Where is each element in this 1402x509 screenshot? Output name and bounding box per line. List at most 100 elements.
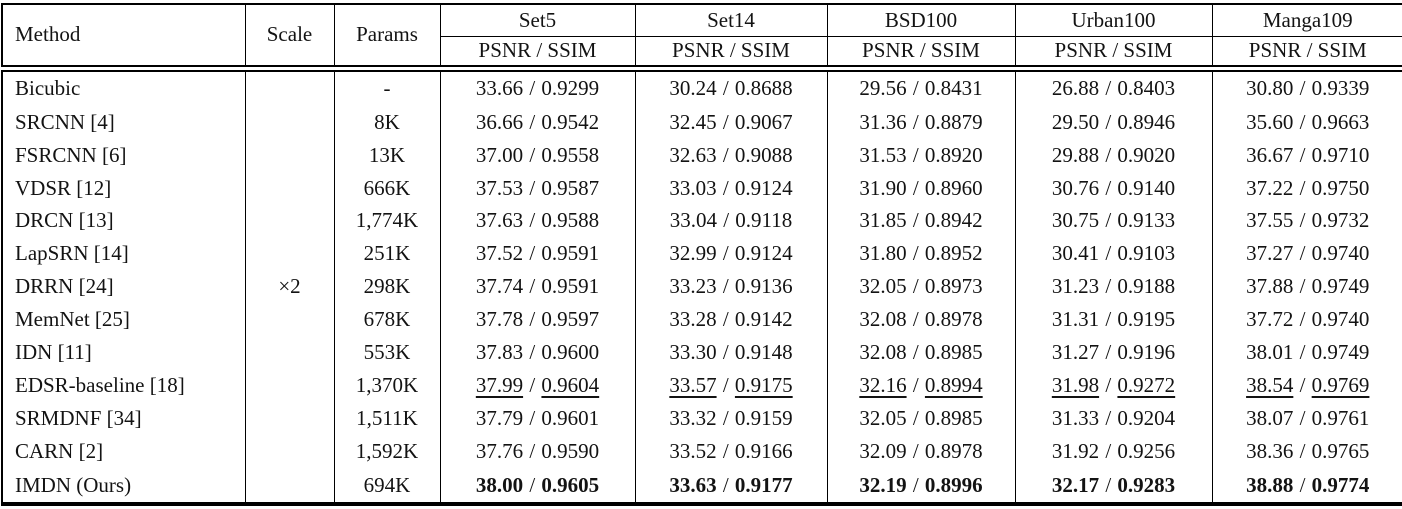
value-separator: / (1100, 340, 1117, 365)
value-separator: / (907, 142, 924, 167)
psnr-value: 32.99 (669, 241, 717, 266)
psnr-value: 37.53 (475, 175, 524, 200)
ssim-value: 0.9749 (1311, 340, 1370, 365)
psnr-ssim-cell-bsd100: 31.90 / 0.8960 (826, 171, 1016, 205)
method-cell: CARN [2] (1, 435, 246, 469)
psnr-value: 31.85 (859, 208, 907, 233)
value-separator: / (907, 241, 924, 266)
psnr-ssim-cell-set5: 33.66 / 0.9299 (439, 68, 636, 106)
params-cell: 1,774K (333, 204, 441, 238)
ssim-value: 0.8985 (924, 340, 983, 365)
value-separator: / (1100, 175, 1117, 200)
psnr-ssim-cell-urban100: 31.98 / 0.9272 (1014, 369, 1213, 403)
ssim-value: 0.9166 (734, 439, 793, 464)
value-separator: / (1294, 109, 1311, 134)
psnr-ssim-cell-set5: 37.63 / 0.9588 (439, 204, 636, 238)
value-separator: / (1100, 76, 1117, 101)
ssim-value: 0.9600 (541, 340, 600, 365)
params-cell: 666K (333, 171, 441, 205)
ssim-value: 0.9590 (541, 439, 600, 464)
ssim-value: 0.9124 (734, 175, 793, 200)
value-separator: / (907, 307, 924, 332)
params-cell: 694K (333, 468, 441, 504)
value-separator: / (717, 340, 734, 365)
ssim-value: 0.8973 (924, 274, 983, 299)
value-separator: / (524, 307, 541, 332)
psnr-value: 33.63 (669, 472, 717, 497)
ssim-value: 0.8996 (924, 472, 983, 497)
column-header-bsd100: BSD100 (826, 4, 1016, 37)
psnr-ssim-cell-set5: 37.76 / 0.9590 (439, 435, 636, 469)
psnr-ssim-cell-set14: 30.24 / 0.8688 (634, 68, 828, 106)
psnr-ssim-cell-manga109: 30.80 / 0.9339 (1211, 68, 1402, 106)
psnr-value: 32.19 (859, 472, 907, 497)
value-separator: / (717, 76, 734, 101)
psnr-value: 37.79 (475, 406, 524, 431)
ssim-value: 0.9765 (1311, 439, 1370, 464)
psnr-value: 32.09 (859, 439, 907, 464)
table-row: IDN [11] 553K 37.83 / 0.9600 33.30 / 0.9148… (1, 336, 1402, 370)
value-separator: / (1294, 142, 1311, 167)
ssim-value: 0.9542 (541, 109, 600, 134)
psnr-ssim-cell-manga109: 38.07 / 0.9761 (1211, 402, 1402, 436)
psnr-value: 33.03 (669, 175, 717, 200)
ssim-value: 0.8431 (924, 76, 983, 101)
value-separator: / (1294, 274, 1311, 299)
psnr-ssim-cell-set5: 37.74 / 0.9591 (439, 270, 636, 304)
table-header: Method Scale Params Set5 Set14 BSD100 Ur… (1, 4, 1402, 68)
psnr-value: 38.07 (1246, 406, 1294, 431)
psnr-value: 37.22 (1246, 175, 1294, 200)
value-separator: / (907, 208, 924, 233)
psnr-value: 31.36 (859, 109, 907, 134)
value-separator: / (1100, 439, 1117, 464)
ssim-value: 0.9299 (541, 76, 600, 101)
method-cell: FSRCNN [6] (1, 138, 246, 172)
table-row: IMDN (Ours) 694K 38.00 / 0.9605 33.63 / 0.9… (1, 468, 1402, 504)
header-row-metrics: PSNR / SSIM PSNR / SSIM PSNR / SSIM PSNR… (2, 36, 1402, 68)
psnr-ssim-cell-manga109: 37.27 / 0.9740 (1211, 237, 1402, 271)
psnr-value: 36.67 (1246, 142, 1294, 167)
ssim-value: 0.9604 (541, 373, 600, 398)
ssim-value: 0.9159 (734, 406, 793, 431)
ssim-value: 0.9774 (1311, 472, 1370, 497)
psnr-ssim-cell-bsd100: 31.53 / 0.8920 (826, 138, 1016, 172)
table-row: EDSR-baseline [18] 1,370K 37.99 / 0.9604 33… (1, 369, 1402, 403)
table-row: VDSR [12] 666K 37.53 / 0.9587 33.03 / 0.912… (1, 171, 1402, 205)
ssim-value: 0.8994 (924, 373, 983, 398)
psnr-ssim-cell-set14: 33.57 / 0.9175 (634, 369, 828, 403)
psnr-value: 38.00 (475, 472, 524, 497)
ssim-value: 0.9272 (1117, 373, 1176, 398)
ssim-value: 0.9204 (1117, 406, 1176, 431)
value-separator: / (717, 406, 734, 431)
psnr-ssim-cell-bsd100: 32.16 / 0.8994 (826, 369, 1016, 403)
value-separator: / (524, 175, 541, 200)
ssim-value: 0.9020 (1117, 142, 1176, 167)
value-separator: / (907, 439, 924, 464)
psnr-ssim-cell-manga109: 37.88 / 0.9749 (1211, 270, 1402, 304)
ssim-value: 0.9710 (1311, 142, 1370, 167)
value-separator: / (524, 472, 541, 497)
table-row: Bicubic ×2-33.66 / 0.9299 30.24 / 0.8688 29… (1, 68, 1402, 504)
ssim-value: 0.9663 (1311, 109, 1370, 134)
params-cell: 251K (333, 237, 441, 271)
psnr-ssim-cell-manga109: 35.60 / 0.9663 (1211, 105, 1402, 139)
psnr-ssim-cell-bsd100: 31.80 / 0.8952 (826, 237, 1016, 271)
psnr-ssim-cell-set14: 32.99 / 0.9124 (634, 237, 828, 271)
psnr-value: 32.08 (859, 307, 907, 332)
psnr-ssim-cell-set14: 33.32 / 0.9159 (634, 402, 828, 436)
ssim-value: 0.9591 (541, 241, 600, 266)
psnr-value: 31.98 (1051, 373, 1100, 398)
psnr-ssim-cell-set14: 33.63 / 0.9177 (634, 468, 828, 504)
psnr-ssim-cell-urban100: 30.76 / 0.9140 (1014, 171, 1213, 205)
value-separator: / (1294, 406, 1311, 431)
table-body: Bicubic ×2-33.66 / 0.9299 30.24 / 0.8688 29… (1, 68, 1402, 504)
psnr-value: 29.88 (1051, 142, 1100, 167)
psnr-value: 31.90 (859, 175, 907, 200)
psnr-value: 29.50 (1051, 109, 1100, 134)
value-separator: / (1294, 175, 1311, 200)
psnr-ssim-cell-manga109: 36.67 / 0.9710 (1211, 138, 1402, 172)
method-cell: DRRN [24] (1, 270, 246, 304)
psnr-ssim-cell-manga109: 37.72 / 0.9740 (1211, 303, 1402, 337)
psnr-value: 31.31 (1051, 307, 1100, 332)
ssim-value: 0.9749 (1311, 274, 1370, 299)
